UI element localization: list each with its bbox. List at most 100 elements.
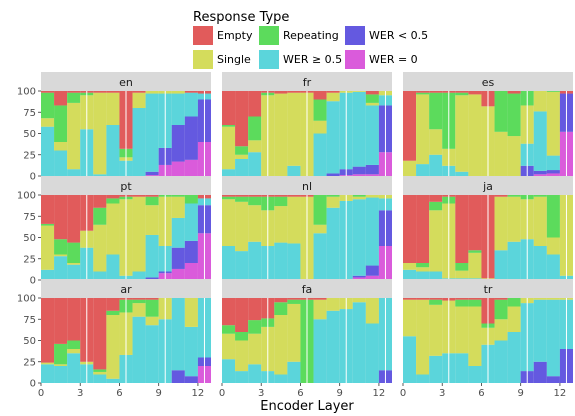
legend-label-wer_ge: WER ≥ 0.5 [283, 53, 342, 66]
bar-segment-repeating [494, 91, 508, 132]
bar-segment-wer0 [352, 174, 366, 176]
bar-segment-wer_ge [184, 203, 198, 241]
legend-label-wer0: WER = 0 [369, 53, 418, 66]
bar-segment-wer_ge [507, 241, 521, 280]
legend-label-single: Single [217, 53, 251, 66]
bar-layer-0 [41, 91, 55, 176]
bar-segment-empty [274, 91, 288, 94]
bar-segment-repeating [171, 195, 185, 197]
bar-layer-0 [41, 195, 55, 280]
bar-segment-single [365, 298, 379, 324]
bar-segment-empty [274, 195, 288, 197]
bar-layer-5 [106, 298, 120, 383]
bar-segment-repeating [93, 369, 107, 372]
bar-layer-4 [93, 298, 107, 383]
bar-segment-wer_lt [533, 361, 547, 383]
bar-segment-wer_lt [365, 164, 379, 175]
bar-segment-single [365, 102, 379, 106]
bar-layer-4 [455, 91, 469, 176]
bar-segment-single [93, 92, 107, 175]
bar-segment-repeating [67, 92, 81, 103]
bar-layer-1 [235, 298, 249, 383]
facet-strip [403, 279, 573, 298]
facet-strip [222, 279, 392, 298]
bar-layer-2 [429, 91, 443, 176]
bar-segment-wer_ge [145, 325, 159, 383]
bar-layer-7 [494, 195, 508, 280]
bar-segment-wer_ge [313, 133, 327, 176]
bar-segment-single [93, 371, 107, 375]
bar-segment-single [132, 303, 146, 317]
facet-panels: en 0 25 50 75 100 fr es pt 0 25 50 75 100 nl ja ar 0 25 50 7… [17, 72, 573, 399]
bar-layer-8 [507, 195, 521, 280]
bar-segment-single [468, 306, 482, 366]
legend: Response Type Empty Repeating WER < 0.5 Sin… [193, 10, 428, 69]
bar-segment-repeating [468, 250, 482, 253]
bar-segment-empty [287, 195, 301, 197]
facet-en: en 0 25 50 75 100 [17, 72, 211, 183]
bar-segment-single [274, 93, 288, 176]
bar-segment-empty [455, 298, 469, 300]
facet-nl: nl [222, 176, 392, 280]
bar-segment-single [145, 205, 159, 235]
bar-segment-repeating [326, 195, 340, 197]
bar-layer-0 [403, 91, 417, 176]
bar-layer-8 [326, 298, 340, 383]
bar-segment-repeating [352, 195, 366, 197]
bar-segment-empty [494, 195, 508, 197]
bar-segment-empty [416, 298, 430, 300]
bar-segment-empty [54, 195, 68, 240]
x-axis-title: Encoder Layer [260, 399, 354, 414]
bar-segment-repeating [429, 201, 443, 211]
bar-segment-repeating [235, 196, 249, 202]
bar-segment-single [145, 91, 159, 94]
bar-segment-wer_lt [171, 247, 185, 269]
bar-segment-wer_ge [403, 269, 417, 280]
bar-segment-wer_ge [93, 174, 107, 176]
x-tick-label: 3 [77, 388, 83, 399]
bar-layer-10 [352, 91, 366, 176]
bar-segment-wer_lt [326, 173, 340, 176]
bar-segment-wer_lt [352, 275, 366, 278]
bar-segment-single [533, 298, 547, 300]
bar-segment-repeating [235, 332, 249, 341]
bar-layer-7 [132, 195, 146, 280]
bar-segment-single [145, 316, 159, 326]
bar-segment-single [184, 298, 198, 327]
bar-segment-empty [468, 195, 482, 251]
bar-layer-2 [429, 298, 443, 383]
bar-segment-empty [41, 195, 55, 224]
bar-segment-repeating [222, 325, 236, 334]
bar-segment-wer0 [533, 174, 547, 176]
bar-layer-5 [287, 195, 301, 280]
facet-strip [222, 72, 392, 91]
bar-segment-wer_ge [235, 251, 249, 280]
bar-layer-2 [67, 91, 81, 176]
bar-layer-2 [67, 195, 81, 280]
bar-layer-1 [416, 298, 430, 383]
bar-layer-10 [352, 195, 366, 280]
bar-layer-10 [533, 195, 547, 280]
bar-segment-single [533, 91, 547, 112]
bar-segment-repeating [274, 196, 288, 207]
bar-layer-11 [184, 298, 198, 383]
bar-segment-wer_ge [429, 154, 443, 176]
x-tick-label: 9 [518, 388, 524, 399]
bar-segment-wer_ge [54, 256, 68, 280]
bar-layer-5 [287, 298, 301, 383]
bar-segment-repeating [132, 299, 146, 304]
bar-segment-single [67, 263, 81, 265]
legend-label-repeating: Repeating [283, 29, 339, 42]
bar-segment-repeating [429, 92, 443, 130]
y-tick-label: 75 [23, 315, 36, 326]
bar-segment-wer_ge [54, 366, 68, 383]
bar-segment-wer_ge [235, 371, 249, 383]
bar-segment-repeating [41, 92, 55, 119]
bar-layer-5 [106, 91, 120, 176]
bar-segment-single [507, 196, 521, 242]
facet-strip [41, 279, 211, 298]
x-tick-label: 9 [337, 388, 343, 399]
y-tick-label: 0 [30, 276, 36, 287]
legend-swatch-repeating [259, 26, 279, 45]
bar-layer-4 [93, 91, 107, 176]
